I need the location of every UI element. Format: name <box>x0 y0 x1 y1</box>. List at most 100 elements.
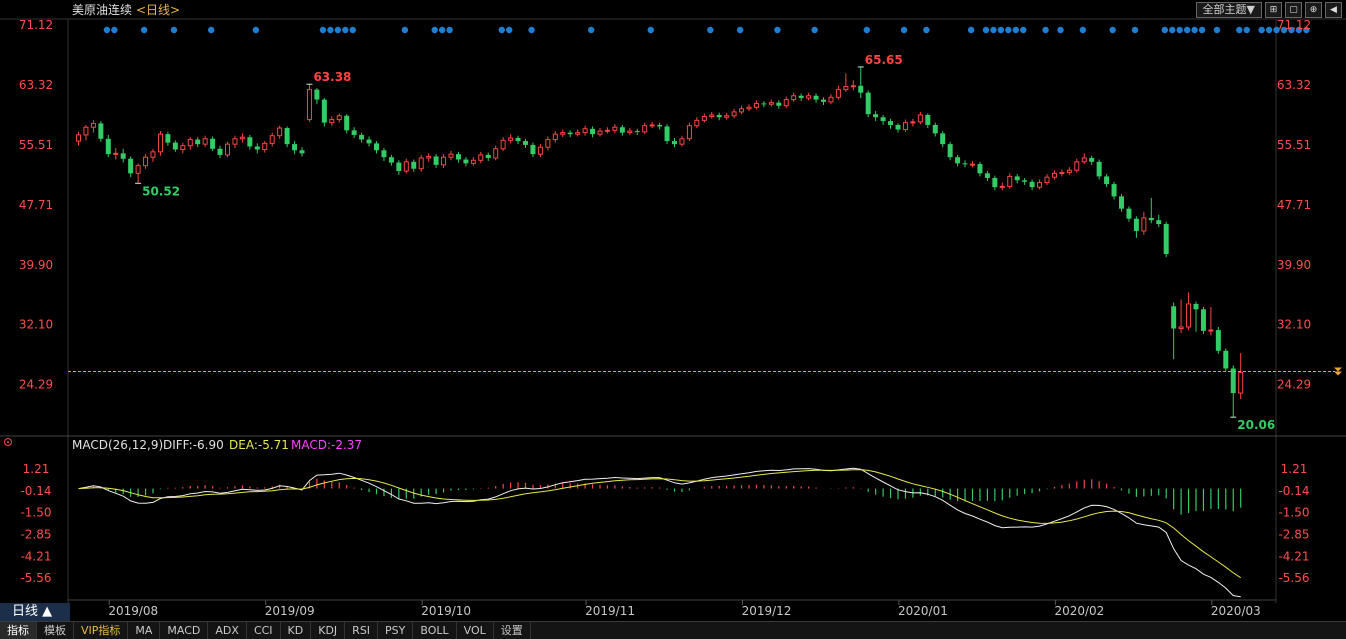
candle-body-up <box>83 126 89 136</box>
candle-body-down <box>1163 224 1169 255</box>
signal-dot <box>1020 26 1027 34</box>
price-tick-label-left: 32.10 <box>19 318 53 332</box>
tab-psy[interactable]: PSY <box>378 622 414 639</box>
candle-body-down <box>1133 218 1139 231</box>
candle-body-down <box>821 99 826 102</box>
candle-body-up <box>783 99 789 107</box>
candle-body-up <box>768 102 774 105</box>
fullscreen-icon[interactable]: ⊞ <box>1265 2 1282 18</box>
candle-body-up <box>746 106 752 110</box>
signal-dot <box>811 26 818 34</box>
candle-body-down <box>1022 180 1028 182</box>
date-axis: 2019/08 2019/09 2019/10 2019/11 2019/12 2020/… <box>108 600 1261 618</box>
price-tick-label-left: 24.29 <box>19 378 53 392</box>
signal-dot <box>1258 26 1265 34</box>
frame-lines <box>0 18 1346 603</box>
signal-dot <box>1288 26 1295 34</box>
tab-template[interactable]: 模板 <box>37 622 74 639</box>
candle-body-up <box>1178 326 1184 330</box>
tab-adx[interactable]: ADX <box>208 622 247 639</box>
candle-body-down <box>657 124 663 127</box>
candle-body-up <box>441 156 447 166</box>
candle-body-down <box>523 141 528 145</box>
restore-icon[interactable]: ▢ <box>1285 2 1302 18</box>
candle-body-up <box>604 129 610 132</box>
date-label: 2019/08 <box>108 604 158 618</box>
current-price-line <box>68 367 1342 376</box>
candle-body-up <box>1044 176 1050 184</box>
signal-dot <box>208 26 215 34</box>
candle-body-up <box>739 108 745 113</box>
macd-tick-label-right: 1.21 <box>1281 462 1308 476</box>
tab-kdj[interactable]: KDJ <box>311 622 346 639</box>
candle-body-down <box>567 132 573 135</box>
candle-body-down <box>299 150 305 154</box>
price-tick-label-left: 39.90 <box>19 258 53 272</box>
tab-macd[interactable]: MACD <box>160 622 209 639</box>
candle-body-down <box>776 102 782 106</box>
candle-body-down <box>351 130 357 135</box>
signal-dot <box>647 26 654 34</box>
candle-body-up <box>552 133 558 141</box>
candle-body-up <box>239 136 245 140</box>
candle-body-down <box>344 115 350 131</box>
signal-dot <box>327 26 334 34</box>
candle-body-down <box>217 148 223 155</box>
price-tick-label-right: 63.32 <box>1277 78 1311 92</box>
candle-body-down <box>359 134 365 140</box>
candle-body-down <box>105 138 111 155</box>
candle-body-up <box>1186 303 1192 328</box>
period-selector[interactable]: 日线 ▲ <box>0 603 70 621</box>
candle-body-down <box>433 156 439 165</box>
candle-body-down <box>530 144 536 155</box>
macd-tick-label-left: -0.14 <box>20 484 51 498</box>
macd-settings-icon-dot <box>7 441 9 443</box>
candle-body-up <box>582 128 588 134</box>
candle-body-down <box>590 128 596 135</box>
tab-indicator[interactable]: 指标 <box>0 622 37 639</box>
date-label: 2019/09 <box>265 604 315 618</box>
candle-body-down <box>1104 176 1110 185</box>
date-label: 2019/10 <box>421 604 471 618</box>
candle-body-up <box>806 95 812 99</box>
candle-body-down <box>247 137 253 147</box>
macd-histogram <box>85 478 1242 515</box>
candle-body-down <box>98 123 104 139</box>
candle-body-up <box>627 130 633 134</box>
candle-body-down <box>1014 176 1020 181</box>
tab-vol[interactable]: VOL <box>457 622 494 639</box>
candle-body-up <box>150 151 156 158</box>
candle-body-down <box>955 157 961 164</box>
tab-rsi[interactable]: RSI <box>345 622 379 639</box>
tab-ma[interactable]: MA <box>128 622 161 639</box>
tab-cci[interactable]: CCI <box>247 622 281 639</box>
candle-body-up <box>1141 217 1147 232</box>
date-label: 2019/12 <box>742 604 792 618</box>
back-icon[interactable]: ◀ <box>1325 2 1342 18</box>
tab-vip-indicator[interactable]: VIP指标 <box>74 622 129 639</box>
signal-dot <box>736 26 744 34</box>
candle-body-up <box>135 165 141 174</box>
candle-body-down <box>1126 208 1132 219</box>
tab-kd[interactable]: KD <box>281 622 312 639</box>
candle-body-down <box>120 153 126 159</box>
candle-body-down <box>515 138 521 142</box>
candle-body-down <box>1193 303 1199 310</box>
low-annotation-right: 20.06 <box>1237 418 1275 432</box>
candle-body-up <box>262 142 268 151</box>
high-annotation-left: 63.38 <box>313 70 351 84</box>
tab-settings[interactable]: 设置 <box>494 622 531 639</box>
macd-axis-right: 1.21 -0.14 -1.50 -2.85 -4.21 -5.56 <box>1278 462 1309 585</box>
candle-body-down <box>992 177 998 188</box>
pin-icon[interactable]: ⊕ <box>1305 2 1322 18</box>
candle-body-up <box>269 135 275 144</box>
candle-body-up <box>612 126 618 131</box>
candle-body-up <box>642 125 648 133</box>
candle-body-down <box>463 159 469 164</box>
macd-dea-line <box>78 469 1241 579</box>
signal-dot <box>1079 26 1087 34</box>
macd-settings-icon[interactable] <box>4 438 12 446</box>
theme-dropdown[interactable]: 全部主题▼ <box>1195 2 1262 18</box>
tab-boll[interactable]: BOLL <box>413 622 457 639</box>
signal-dot <box>252 26 260 34</box>
